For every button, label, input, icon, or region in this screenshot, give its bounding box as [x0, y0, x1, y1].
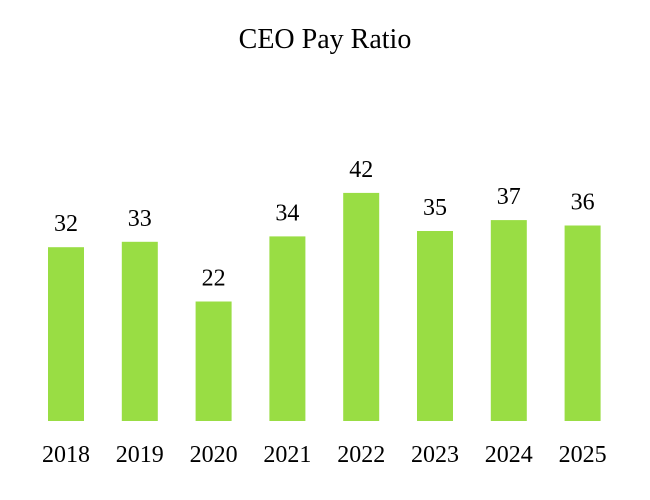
data-label-2025: 36: [571, 190, 595, 216]
x-tick-label-2023: 2023: [411, 442, 459, 468]
x-tick-label-2024: 2024: [485, 442, 533, 468]
bars-layer: [48, 192, 601, 421]
data-label-2018: 32: [54, 211, 78, 237]
bar-2021: [269, 236, 306, 421]
x-axis-tick-labels: 2018 2019 2020 2021 2022 2023 2024 2025: [42, 442, 607, 468]
x-tick-label-2020: 2020: [190, 442, 238, 468]
bar-2018: [48, 247, 84, 421]
bar-2025: [564, 225, 601, 421]
chart-title: CEO Pay Ratio: [238, 24, 412, 55]
x-tick-label-2018: 2018: [42, 442, 90, 468]
x-tick-label-2019: 2019: [116, 442, 164, 468]
bar-2022: [343, 192, 380, 421]
data-labels-layer: 32 33 22 34 42 35 37 36: [54, 157, 595, 292]
x-tick-label-2025: 2025: [559, 442, 607, 468]
x-tick-label-2021: 2021: [263, 442, 311, 468]
x-tick-label-2022: 2022: [337, 442, 385, 468]
bar-2020: [195, 301, 232, 421]
data-label-2020: 22: [202, 266, 226, 292]
data-label-2024: 37: [497, 184, 521, 210]
bar-2024: [490, 220, 527, 421]
bar-2019: [121, 241, 158, 421]
data-label-2021: 34: [275, 200, 299, 226]
bar-2023: [417, 231, 453, 421]
data-label-2023: 35: [423, 195, 447, 221]
data-label-2019: 33: [128, 206, 152, 232]
data-label-2022: 42: [349, 157, 373, 183]
